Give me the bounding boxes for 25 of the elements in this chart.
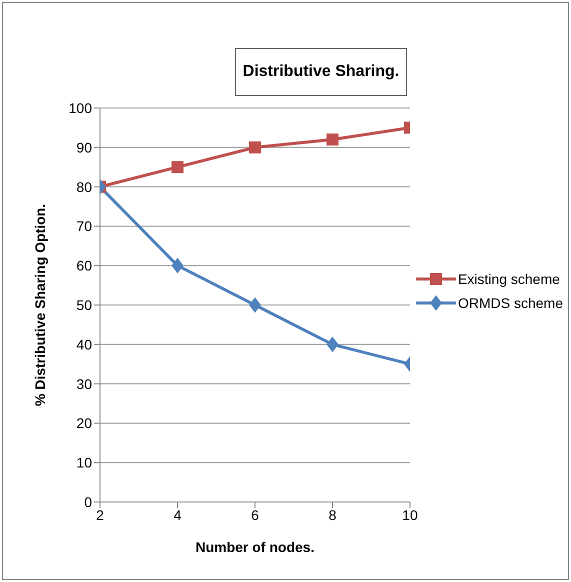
point <box>326 134 338 146</box>
y-tick-label: 80 <box>76 178 92 195</box>
x-tick-label: 10 <box>402 506 418 523</box>
point <box>326 336 338 352</box>
y-tick-label: 20 <box>76 415 92 432</box>
y-tick-label: 10 <box>76 454 92 471</box>
x-tick-label: 4 <box>174 506 182 523</box>
x-tick-label: 6 <box>251 506 260 523</box>
y-tick-label: 0 <box>84 494 92 510</box>
x-tick-label: 2 <box>96 506 104 523</box>
y-tick-label: 40 <box>76 336 92 352</box>
point <box>248 141 261 154</box>
x-axis-title: Number of nodes. <box>195 539 314 555</box>
y-tick-label: 50 <box>76 296 92 313</box>
legend-label: ORMDS scheme <box>458 295 563 311</box>
x-tick-label: 8 <box>328 506 337 523</box>
y-axis-title: % Distributive Sharing Option. <box>32 204 48 406</box>
y-tick-label: 70 <box>76 218 92 234</box>
legend-label: Existing scheme <box>458 271 560 287</box>
chart-title: Distributive Sharing. <box>235 48 407 96</box>
y-tick-label: 100 <box>68 100 92 116</box>
y-tick-label: 30 <box>76 376 92 392</box>
y-tick-label: 90 <box>76 139 92 156</box>
point <box>248 297 261 313</box>
y-tick-label: 60 <box>76 258 92 274</box>
